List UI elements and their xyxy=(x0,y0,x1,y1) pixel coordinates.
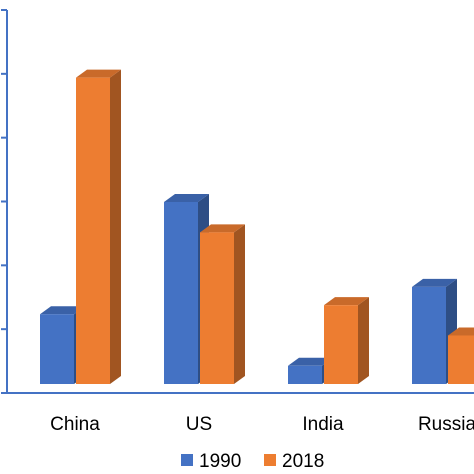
bar-top-face xyxy=(164,194,209,202)
bar-top-face xyxy=(288,357,333,366)
x-tick-labels: China US India Russia xyxy=(50,414,474,435)
legend-label: 1990 xyxy=(199,451,241,472)
bar-front-face xyxy=(412,286,446,384)
x-tick-label: Russia xyxy=(418,414,474,435)
legend-swatch xyxy=(264,454,276,466)
bar-front-face xyxy=(448,335,474,384)
bar-india-2018 xyxy=(324,297,369,384)
legend-item-2018: 2018 xyxy=(264,451,324,472)
legend: 1990 2018 xyxy=(181,451,324,472)
bar-china-2018 xyxy=(76,69,121,384)
bar-us-2018 xyxy=(200,224,245,384)
bar-side-face xyxy=(358,297,369,384)
bar-top-face xyxy=(40,306,85,315)
x-tick-label: US xyxy=(186,414,212,435)
x-tick-label: India xyxy=(302,414,344,435)
bar-front-face xyxy=(76,77,110,384)
bar-russia-2018 xyxy=(448,327,474,384)
x-tick-label: China xyxy=(50,414,100,435)
bar-front-face xyxy=(40,314,74,384)
legend-label: 2018 xyxy=(282,451,324,472)
legend-item-1990: 1990 xyxy=(181,451,241,472)
bar-front-face xyxy=(324,305,358,384)
bar-front-face xyxy=(200,232,234,384)
bar-top-face xyxy=(324,297,369,306)
bar-top-face xyxy=(448,327,474,336)
bar-side-face xyxy=(234,224,245,384)
bar-top-face xyxy=(412,278,457,287)
chart-bars xyxy=(40,69,474,384)
chart-axes xyxy=(1,9,474,394)
legend-swatch xyxy=(181,454,193,466)
bar-top-face xyxy=(76,69,121,78)
bar-side-face xyxy=(110,69,121,384)
bar-front-face xyxy=(164,202,198,384)
bar-top-face xyxy=(200,224,245,233)
bar-front-face xyxy=(288,365,322,384)
